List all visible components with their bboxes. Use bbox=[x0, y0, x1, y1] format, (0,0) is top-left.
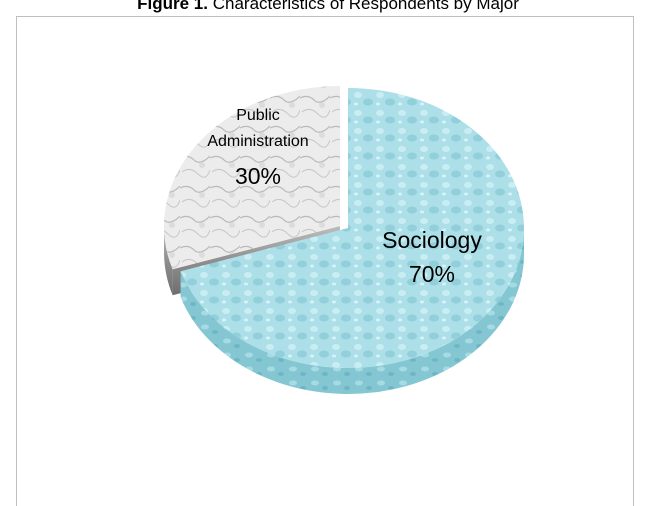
figure-caption: Figure 1. Characteristics of Respondents… bbox=[0, 0, 656, 14]
slice-public-administration bbox=[164, 86, 340, 270]
slice-sociology bbox=[180, 88, 524, 368]
slice-public-administration-side bbox=[164, 226, 173, 296]
label-sociology-name: Sociology bbox=[382, 227, 482, 253]
label-public-administration-value: 30% bbox=[235, 163, 281, 189]
chart-frame bbox=[16, 16, 634, 506]
label-public-administration-line2: Administration bbox=[207, 133, 308, 150]
slice-sociology-side bbox=[180, 228, 524, 394]
label-public-administration-line1: Public bbox=[236, 107, 280, 124]
pie-chart: Sociology 70% Public Administration 30% bbox=[164, 86, 524, 394]
figure-title: Characteristics of Respondents by Major bbox=[212, 0, 519, 13]
figure-number: Figure 1. bbox=[137, 0, 208, 13]
label-sociology-value: 70% bbox=[409, 261, 455, 287]
